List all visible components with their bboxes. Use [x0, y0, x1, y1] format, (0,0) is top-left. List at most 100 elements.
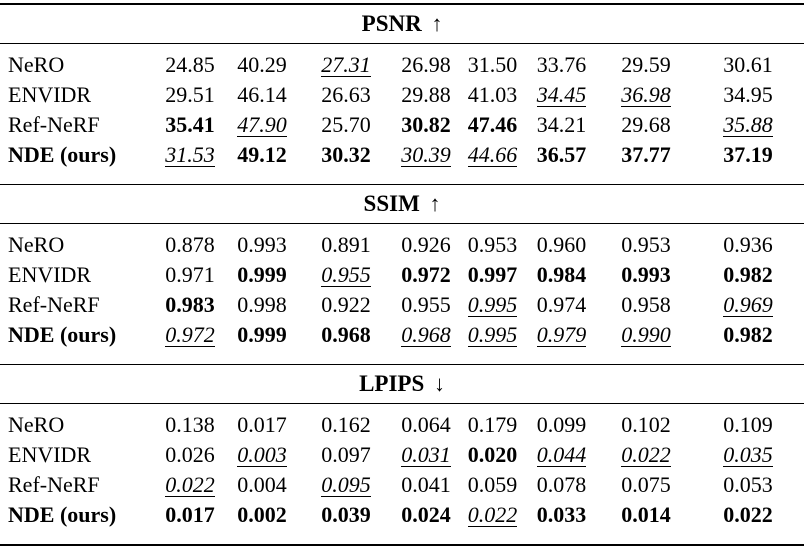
- second-best-value: 27.31: [321, 51, 371, 78]
- section-title-cell-psnr: PSNR ↑: [0, 3, 804, 44]
- metric-value-cell: 0.003: [222, 440, 302, 470]
- metric-value-cell: 0.878: [165, 231, 215, 257]
- metric-value-cell: 0.984: [536, 261, 587, 287]
- metric-value-cell: 0.972: [401, 261, 451, 287]
- metric-value-cell: 0.020: [467, 441, 518, 467]
- second-best-value: 0.972: [165, 321, 215, 348]
- metric-value-cell: 0.162: [321, 411, 371, 437]
- metric-value-cell: 0.960: [536, 231, 587, 257]
- metric-value-cell: 0.059: [467, 471, 518, 497]
- data-row-ssim-envidr: ENVIDR 0.971 0.999 0.955 0.972 0.997 0.984 0.99…: [0, 260, 804, 290]
- data-row-ssim-nero: NeRO 0.878 0.993 0.891 0.926 0.953 0.960 0.953 0…: [0, 224, 804, 261]
- metrics-table-body: PSNR ↑ NeRO 24.85 40.29 27.31 26.98 31.50 33.76…: [0, 3, 804, 545]
- second-best-value: 36.98: [621, 81, 671, 108]
- section-title-cell-ssim: SSIM ↑: [0, 184, 804, 224]
- method-label-nde-ours: NDE (ours): [8, 501, 117, 527]
- metric-value-cell: 0.026: [165, 441, 215, 467]
- metric-name-lpips: LPIPS: [359, 371, 425, 397]
- metric-value-cell: 46.14: [237, 81, 287, 107]
- up-arrow-icon: ↑: [429, 191, 441, 217]
- metric-value-cell: 36.57: [536, 141, 587, 167]
- second-best-value: 0.995: [467, 321, 518, 348]
- second-best-value: 31.53: [165, 141, 215, 168]
- data-row-psnr-envidr: ENVIDR 29.51 46.14 26.63 29.88 41.03 34.45 36.9…: [0, 80, 804, 110]
- metric-value-cell: 0.053: [723, 471, 773, 497]
- metric-value-cell: 0.064: [401, 411, 451, 437]
- metric-value-cell: 0.109: [723, 411, 773, 437]
- metric-value-cell: 0.979: [523, 320, 600, 365]
- metric-value-cell: 0.099: [536, 411, 587, 437]
- metric-value-cell: 25.70: [321, 111, 371, 137]
- metric-value-cell: 0.004: [237, 471, 287, 497]
- metric-value-cell: 44.66: [462, 140, 523, 185]
- metric-value-cell: 0.102: [621, 411, 671, 437]
- metric-value-cell: 0.024: [401, 501, 451, 527]
- second-best-value: 0.022: [621, 441, 671, 468]
- method-label-nde-ours: NDE (ours): [8, 141, 117, 167]
- metric-value-cell: 35.41: [165, 111, 215, 137]
- metric-value-cell: 0.138: [165, 411, 215, 437]
- metric-value-cell: 0.990: [600, 320, 692, 365]
- metric-value-cell: 0.033: [536, 501, 587, 527]
- second-best-value: 34.45: [536, 81, 587, 108]
- data-row-lpips-nde-ours: NDE (ours) 0.017 0.002 0.039 0.024 0.022 0.033…: [0, 500, 804, 545]
- metric-value-cell: 34.21: [536, 111, 587, 137]
- metric-value-cell: 49.12: [237, 141, 287, 167]
- second-best-value: 0.968: [401, 321, 451, 348]
- second-best-value: 0.095: [321, 471, 371, 498]
- second-best-value: 44.66: [467, 141, 518, 168]
- method-label-nero: NeRO: [8, 51, 65, 77]
- method-label-nero: NeRO: [8, 231, 65, 257]
- data-row-lpips-envidr: ENVIDR 0.026 0.003 0.097 0.031 0.020 0.044 0.02…: [0, 440, 804, 470]
- metric-value-cell: 0.035: [692, 440, 804, 470]
- second-best-value: 0.990: [621, 321, 671, 348]
- method-label-nde-ours: NDE (ours): [8, 321, 117, 347]
- metric-value-cell: 29.51: [165, 81, 215, 107]
- metric-value-cell: 47.46: [467, 111, 518, 137]
- metric-value-cell: 0.999: [237, 321, 287, 347]
- second-best-value: 0.035: [723, 441, 773, 468]
- metric-value-cell: 0.078: [536, 471, 587, 497]
- metric-value-cell: 0.017: [165, 501, 215, 527]
- metric-value-cell: 36.98: [600, 80, 692, 110]
- metric-value-cell: 0.002: [237, 501, 287, 527]
- second-best-value: 0.969: [723, 291, 773, 318]
- metric-value-cell: 37.77: [621, 141, 671, 167]
- metric-name-psnr: PSNR: [361, 11, 422, 37]
- metric-value-cell: 0.972: [158, 320, 222, 365]
- metric-value-cell: 31.50: [467, 51, 518, 77]
- metric-value-cell: 0.974: [536, 291, 587, 317]
- method-label-envidr: ENVIDR: [8, 441, 92, 467]
- metric-value-cell: 0.926: [401, 231, 451, 257]
- data-row-lpips-nero: NeRO 0.138 0.017 0.162 0.064 0.179 0.099 0.102 0…: [0, 404, 804, 441]
- metric-value-cell: 0.014: [621, 501, 671, 527]
- metric-value-cell: 34.95: [723, 81, 773, 107]
- metric-value-cell: 0.039: [321, 501, 371, 527]
- metric-value-cell: 0.097: [321, 441, 371, 467]
- metric-value-cell: 0.993: [237, 231, 287, 257]
- method-label-ref-nerf: Ref-NeRF: [8, 471, 100, 497]
- second-best-value: 0.979: [536, 321, 587, 348]
- metric-value-cell: 0.968: [390, 320, 462, 365]
- second-best-value: 0.003: [237, 441, 287, 468]
- data-row-psnr-ref-nerf: Ref-NeRF 35.41 47.90 25.70 30.82 47.46 34.21 29…: [0, 110, 804, 140]
- method-label-envidr: ENVIDR: [8, 81, 92, 107]
- down-arrow-icon: ↓: [434, 371, 446, 397]
- metric-value-cell: 30.61: [723, 51, 773, 77]
- metric-value-cell: 0.095: [302, 470, 390, 500]
- metric-value-cell: 33.76: [536, 51, 587, 77]
- metric-value-cell: 29.88: [401, 81, 451, 107]
- metric-value-cell: 0.982: [723, 261, 773, 287]
- metrics-table: PSNR ↑ NeRO 24.85 40.29 27.31 26.98 31.50 33.76…: [0, 3, 804, 546]
- method-label-nero: NeRO: [8, 411, 65, 437]
- metric-value-cell: 0.998: [237, 291, 287, 317]
- metric-value-cell: 0.936: [723, 231, 773, 257]
- second-best-value: 0.031: [401, 441, 451, 468]
- second-best-value: 0.955: [321, 261, 371, 288]
- data-row-psnr-nero: NeRO 24.85 40.29 27.31 26.98 31.50 33.76 29.59 3…: [0, 44, 804, 81]
- metric-value-cell: 0.031: [390, 440, 462, 470]
- second-best-value: 30.39: [401, 141, 451, 168]
- metric-value-cell: 26.63: [321, 81, 371, 107]
- metric-value-cell: 0.995: [462, 320, 523, 365]
- section-header-psnr: PSNR ↑: [0, 3, 804, 44]
